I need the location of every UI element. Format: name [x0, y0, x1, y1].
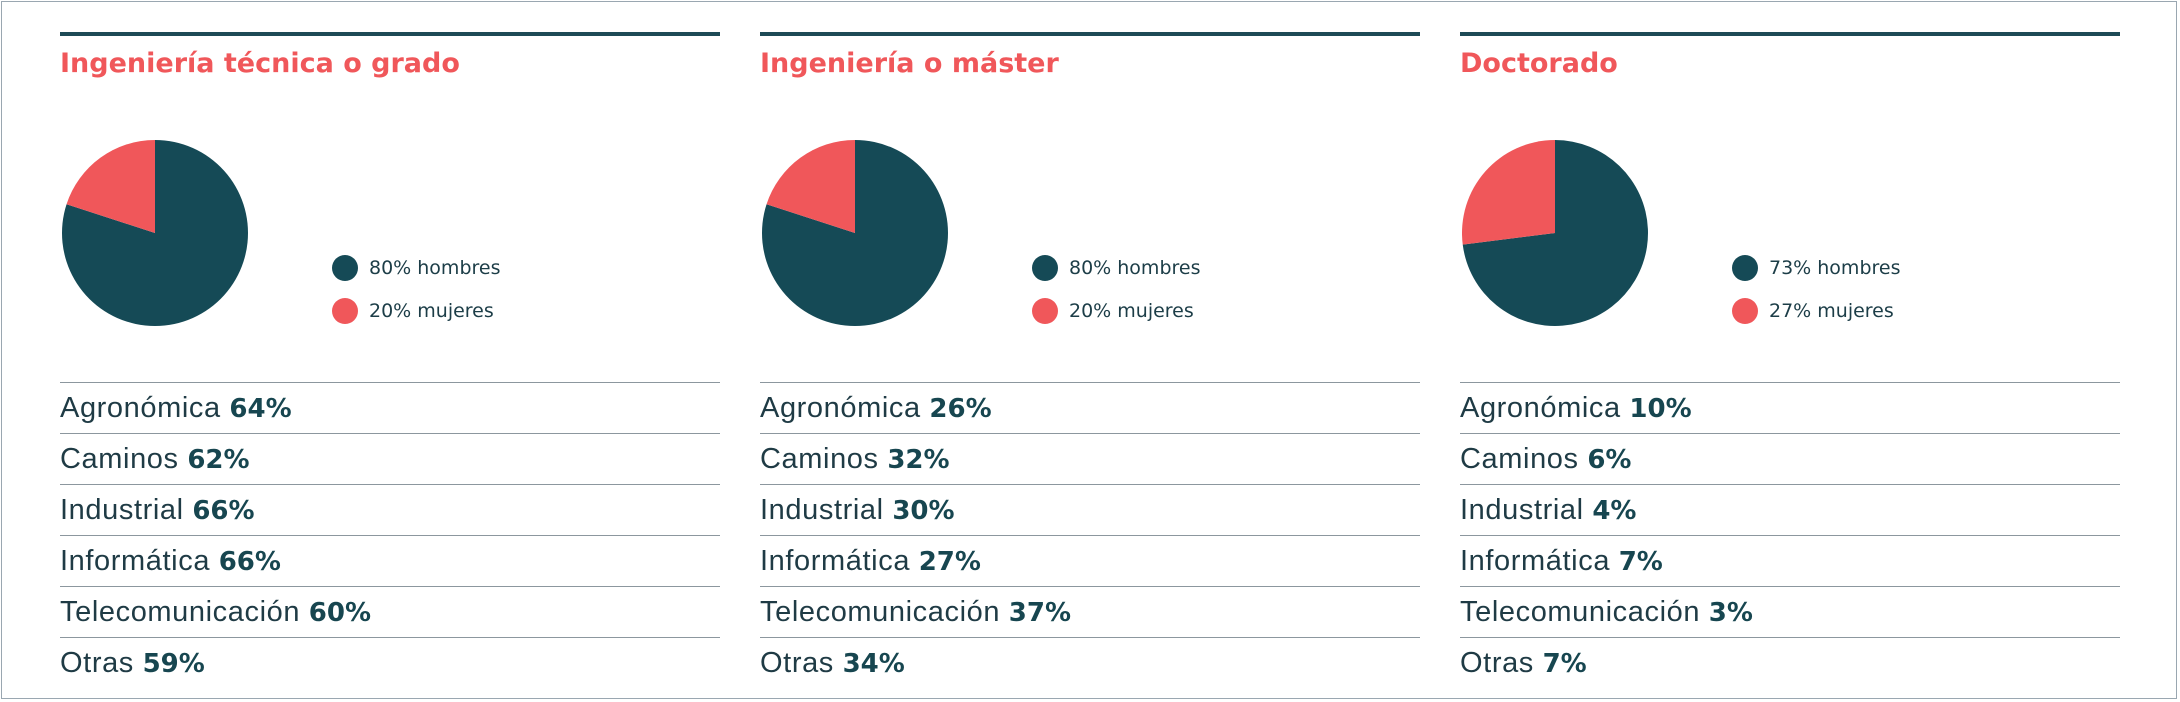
field-name: Caminos [60, 443, 179, 475]
field-percent: 60% [308, 598, 372, 628]
field-row: Telecomunicación 60% [60, 587, 720, 638]
field-name: Otras [760, 647, 834, 679]
panel-title: Ingeniería o máster [760, 48, 1059, 79]
pie-chart [62, 140, 249, 326]
field-percent: 59% [142, 649, 205, 679]
panel-top-rule [60, 32, 720, 36]
panel-title: Ingeniería técnica o grado [60, 48, 460, 79]
field-name: Industrial [760, 494, 884, 526]
field-table: Agronómica 26% Caminos 32% Industrial 30… [760, 382, 1420, 689]
field-row: Telecomunicación 37% [760, 587, 1420, 638]
field-name: Otras [60, 647, 134, 679]
legend-label-hombres: 80% hombres [1069, 257, 1201, 279]
panel-top-rule [760, 32, 1420, 36]
legend-swatch-hombres [1732, 255, 1758, 281]
field-percent: 34% [842, 649, 905, 679]
field-name: Agronómica [1460, 392, 1621, 424]
field-name: Caminos [760, 443, 879, 475]
field-row: Industrial 66% [60, 485, 720, 536]
pie-slice-mujeres [766, 140, 855, 233]
field-row: Industrial 30% [760, 485, 1420, 536]
legend-label-hombres: 73% hombres [1769, 257, 1901, 279]
legend-swatch-mujeres [332, 298, 358, 324]
panel-top-rule [1460, 32, 2120, 36]
pie-slice-mujeres [1462, 140, 1555, 245]
field-percent: 32% [887, 445, 950, 475]
pie-slice-mujeres [66, 140, 155, 233]
field-percent: 66% [218, 547, 281, 577]
field-row: Otras 7% [1460, 638, 2120, 689]
field-row: Agronómica 26% [760, 383, 1420, 434]
field-row: Informática 7% [1460, 536, 2120, 587]
field-row: Otras 34% [760, 638, 1420, 689]
field-name: Telecomunicación [60, 596, 301, 628]
field-row: Industrial 4% [1460, 485, 2120, 536]
field-row: Agronómica 64% [60, 383, 720, 434]
legend-label-hombres: 80% hombres [369, 257, 501, 279]
field-row: Caminos 32% [760, 434, 1420, 485]
field-table: Agronómica 64% Caminos 62% Industrial 66… [60, 382, 720, 689]
field-percent: 7% [1618, 547, 1663, 577]
field-percent: 7% [1542, 649, 1587, 679]
field-percent: 4% [1592, 496, 1637, 526]
field-row: Informática 27% [760, 536, 1420, 587]
field-row: Otras 59% [60, 638, 720, 689]
panel-master: Ingeniería o máster 80% hombres 20% muje… [760, 2, 1420, 702]
legend-swatch-hombres [1032, 255, 1058, 281]
panel-title: Doctorado [1460, 48, 1618, 79]
field-name: Telecomunicación [1460, 596, 1701, 628]
field-percent: 30% [892, 496, 955, 526]
legend-label-mujeres: 27% mujeres [1769, 300, 1894, 322]
legend-label-mujeres: 20% mujeres [1069, 300, 1194, 322]
field-name: Industrial [60, 494, 184, 526]
field-name: Informática [60, 545, 211, 577]
field-percent: 10% [1629, 394, 1692, 424]
field-name: Agronómica [760, 392, 921, 424]
field-percent: 64% [229, 394, 292, 424]
legend-label-mujeres: 20% mujeres [369, 300, 494, 322]
field-percent: 62% [187, 445, 250, 475]
field-name: Agronómica [60, 392, 221, 424]
legend-swatch-mujeres [1732, 298, 1758, 324]
field-row: Informática 66% [60, 536, 720, 587]
field-name: Caminos [1460, 443, 1579, 475]
field-row: Caminos 62% [60, 434, 720, 485]
field-name: Telecomunicación [760, 596, 1001, 628]
pie-slice-hombres [62, 140, 249, 326]
panel-doctorado: Doctorado 73% hombres 27% mujeres Agronó… [1460, 2, 2120, 702]
legend-swatch-mujeres [1032, 298, 1058, 324]
field-name: Industrial [1460, 494, 1584, 526]
pie-chart [1462, 140, 1648, 326]
field-percent: 26% [929, 394, 992, 424]
field-percent: 66% [192, 496, 255, 526]
field-percent: 3% [1708, 598, 1753, 628]
field-row: Caminos 6% [1460, 434, 2120, 485]
field-name: Otras [1460, 647, 1534, 679]
legend-swatch-hombres [332, 255, 358, 281]
field-percent: 37% [1008, 598, 1072, 628]
field-row: Telecomunicación 3% [1460, 587, 2120, 638]
pie-slice-hombres [1462, 140, 1648, 326]
field-percent: 27% [918, 547, 981, 577]
panel-grado: Ingeniería técnica o grado 80% hombres 2… [60, 2, 720, 702]
field-row: Agronómica 10% [1460, 383, 2120, 434]
field-table: Agronómica 10% Caminos 6% Industrial 4% … [1460, 382, 2120, 689]
pie-chart [762, 140, 948, 326]
field-name: Informática [760, 545, 911, 577]
field-percent: 6% [1587, 445, 1632, 475]
field-name: Informática [1460, 545, 1611, 577]
